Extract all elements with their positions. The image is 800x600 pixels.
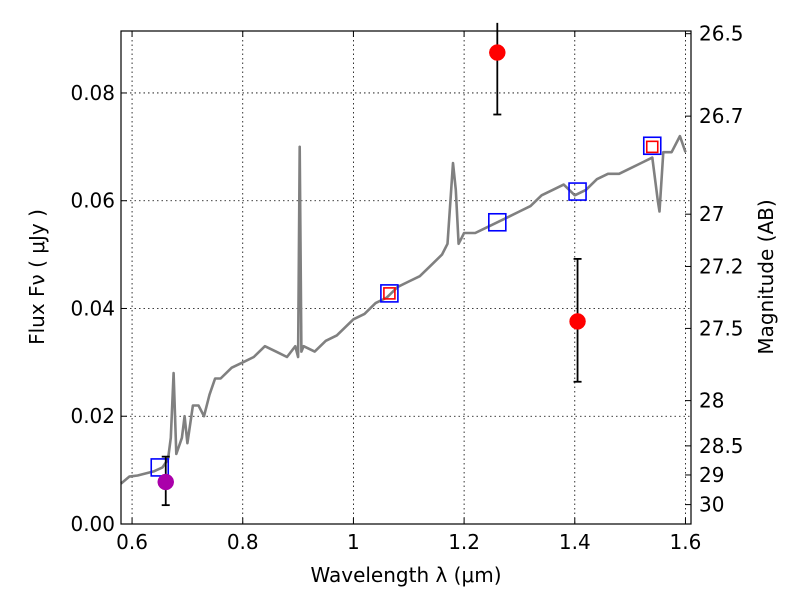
x-tick-label: 0.8 (227, 530, 259, 554)
y-tick-label: 0.00 (70, 512, 115, 536)
model-photometry-marker (568, 182, 587, 201)
x-tick-label: 1.6 (670, 530, 702, 554)
model-photometry-marker (488, 212, 507, 232)
plot-frame (120, 30, 692, 525)
right-tick-label: 30 (699, 493, 724, 517)
x-axis-label: Wavelength λ (μm) (310, 563, 501, 587)
model-photometry-marker (380, 284, 399, 303)
x-tick-label: 1 (347, 530, 360, 554)
y-tick-label: 0.02 (70, 404, 115, 428)
grid-layer (121, 31, 691, 525)
y-tick-label: 0.06 (70, 189, 115, 213)
x-tick-label: 1.4 (559, 530, 591, 554)
right-tick-label: 28.5 (699, 434, 744, 458)
observed-point (569, 313, 586, 330)
right-tick-label: 28 (699, 389, 724, 413)
model-photometry-marker (642, 136, 662, 156)
right-tick-label: 26.7 (699, 104, 744, 128)
right-tick-label: 27 (699, 202, 724, 226)
model-photometry-marker (150, 458, 170, 477)
ticks-layer: 0.6 0.8 1 1.2 1.4 1.6 0.00 0.02 0.04 0.06 0.08 26.5… (70, 22, 743, 554)
right-tick-label: 29 (699, 463, 724, 487)
right-tick-label: 27.2 (699, 254, 744, 278)
spectrum-line (120, 134, 687, 485)
series-layer (120, 22, 687, 507)
y-axis-label: Flux Fν ( μJy ) (25, 209, 49, 345)
model-photometry-inner-marker (383, 287, 396, 300)
right-axis-label: Magnitude (AB) (754, 199, 778, 354)
right-tick-label: 27.5 (699, 316, 744, 340)
y-tick-label: 0.08 (70, 81, 115, 105)
x-tick-label: 0.6 (116, 530, 148, 554)
model-photometry-inner-marker (645, 140, 659, 154)
y-tick-label: 0.04 (70, 296, 115, 320)
x-tick-label: 1.2 (448, 530, 480, 554)
observed-blue-point (157, 473, 174, 491)
observed-point (489, 44, 506, 61)
right-tick-label: 26.5 (699, 22, 744, 46)
